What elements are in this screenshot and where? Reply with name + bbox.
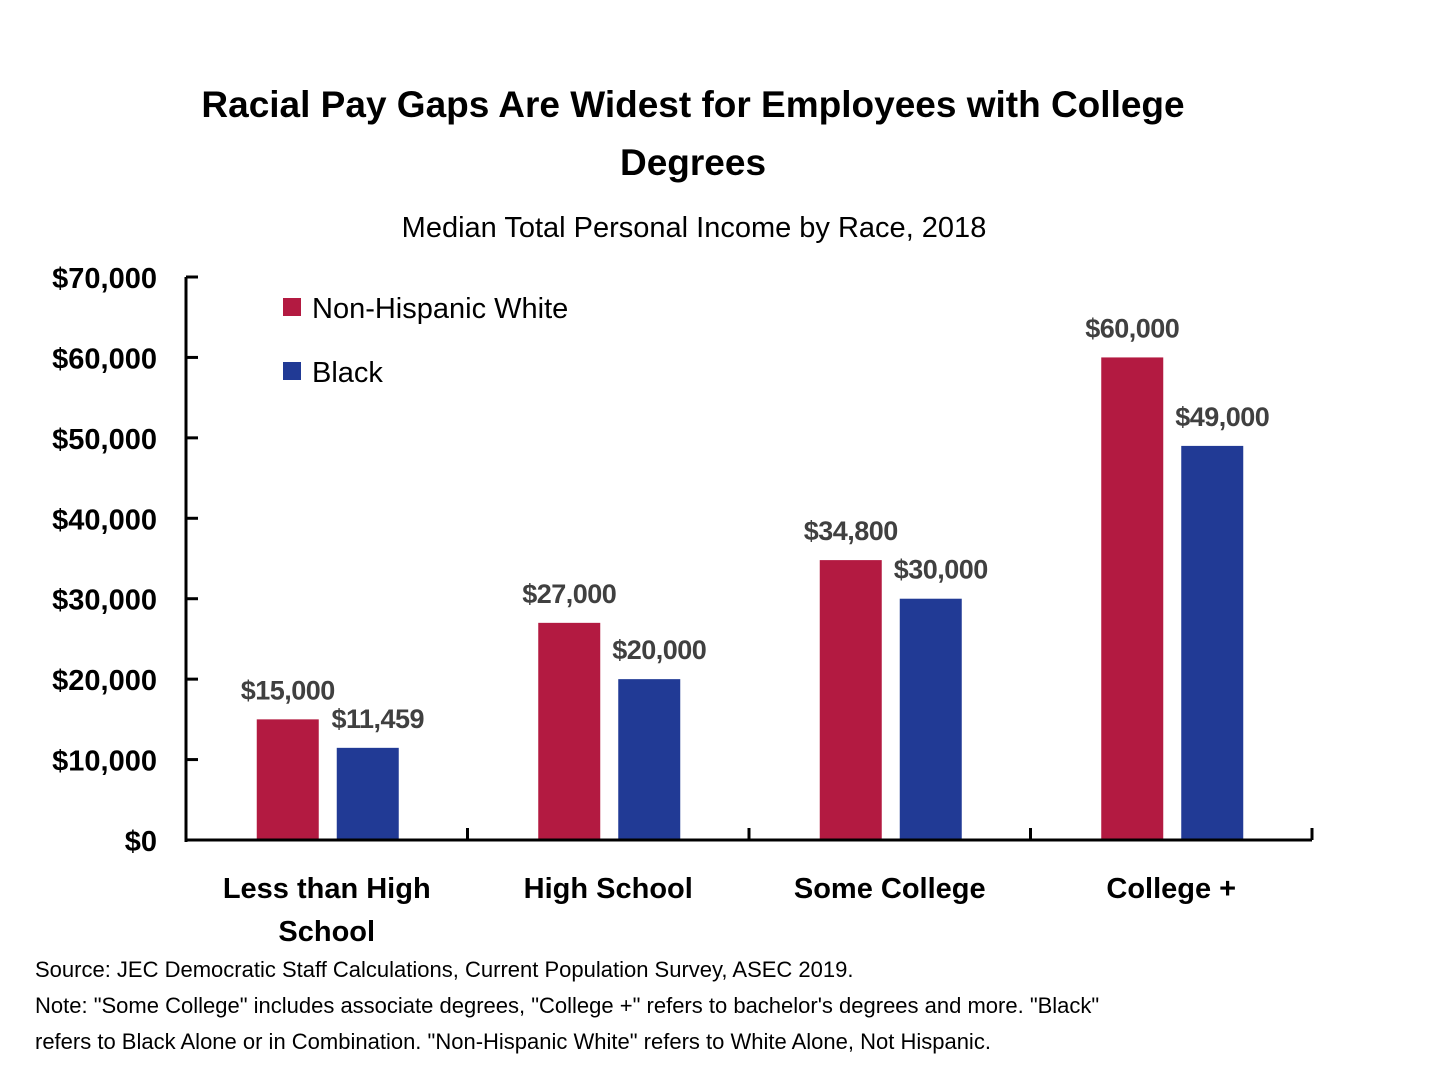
data-label: $30,000 (894, 555, 988, 585)
bar-white (819, 560, 882, 839)
bar-white (256, 719, 319, 839)
x-category-label: Less than High (223, 873, 431, 905)
x-category-label: High School (524, 873, 693, 905)
data-label: $49,000 (1175, 402, 1269, 432)
x-category-label: School (278, 916, 375, 948)
chart-title-line-1: Racial Pay Gaps Are Widest for Employees… (201, 84, 1184, 125)
y-tick-label: $10,000 (52, 746, 157, 778)
data-label: $15,000 (241, 675, 335, 705)
y-tick-label: $20,000 (52, 665, 157, 697)
bar-black (336, 747, 399, 839)
data-label: $27,000 (522, 579, 616, 609)
bar-white (1101, 357, 1164, 839)
x-category-label: Some College (794, 873, 986, 905)
y-tick-label: $70,000 (52, 263, 157, 295)
legend: Non-Hispanic White Black (283, 293, 568, 389)
x-category-label: College + (1106, 873, 1236, 905)
bar-black (1181, 445, 1244, 839)
y-tick-label: $60,000 (52, 343, 157, 375)
y-tick-label: $40,000 (52, 504, 157, 536)
data-label: $20,000 (612, 635, 706, 665)
legend-label-black: Black (312, 357, 383, 389)
y-tick-label: $0 (125, 826, 157, 858)
footer-note-line-1: Note: "Some College" includes associate … (35, 993, 1099, 1018)
data-label: $60,000 (1085, 313, 1179, 343)
y-tick-label: $30,000 (52, 585, 157, 617)
bar-white (538, 622, 601, 839)
data-label: $11,459 (331, 704, 424, 734)
chart-title-line-2: Degrees (620, 142, 766, 183)
footer-source: Source: JEC Democratic Staff Calculation… (35, 957, 853, 982)
chart-subtitle: Median Total Personal Income by Race, 20… (402, 212, 987, 244)
bar-black (618, 679, 681, 839)
bar-black (899, 598, 962, 839)
y-tick-label: $50,000 (52, 424, 157, 456)
legend-swatch-white (283, 298, 301, 316)
legend-swatch-black (283, 362, 301, 380)
footer-note-line-2: refers to Black Alone or in Combination.… (35, 1029, 991, 1054)
data-label: $34,800 (804, 516, 898, 546)
legend-label-white: Non-Hispanic White (312, 293, 568, 325)
